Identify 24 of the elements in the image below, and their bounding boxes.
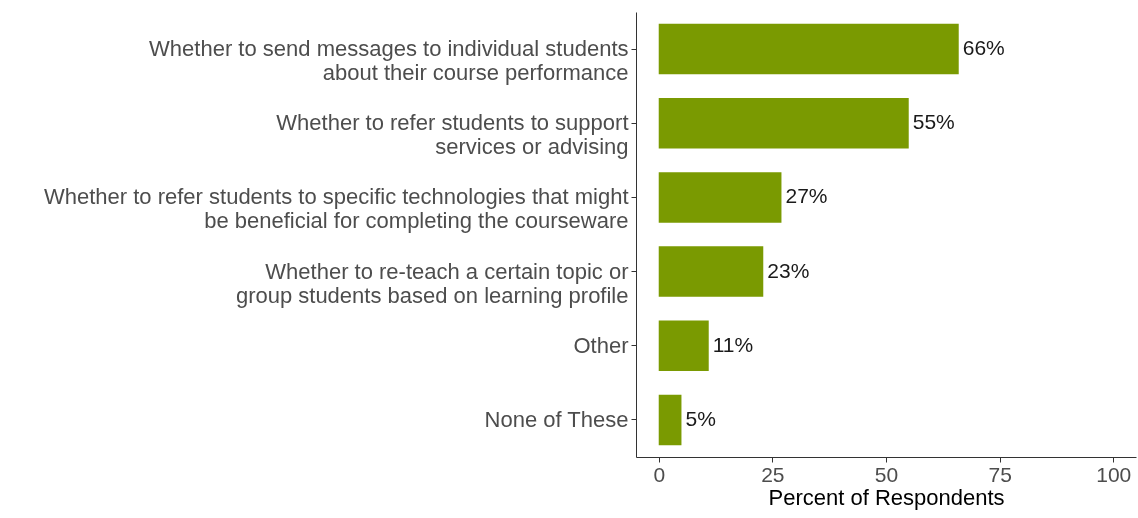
x-tick-label: 75 [988,462,1012,486]
bar [658,394,682,446]
bar [658,172,782,223]
y-tick-label: Whether to re-teach a certain topic or group students based on learning profile [235,258,629,308]
bar [658,246,764,297]
data-label: 27% [785,184,828,208]
bar [658,23,959,75]
bar [658,98,909,149]
y-tick-label: Whether to refer students to support services or advising [276,110,629,160]
y-tick-label: None of These [484,406,629,432]
x-tick-label: 25 [761,462,785,486]
x-tick-label: 0 [653,462,666,486]
data-label: 55% [912,110,955,134]
data-label: 66% [962,36,1005,60]
data-label: 11% [712,332,754,356]
x-axis-title: Percent of Respondents [768,484,1005,510]
y-tick-label: Whether to refer students to specific technologies that might be beneficial for completing the courseware [43,184,629,234]
x-tick-label: 50 [874,462,899,486]
x-tick-label: 100 [1096,462,1132,486]
y-tick-label: Whether to send messages to individual students about their course performance [149,36,629,86]
data-label: 5% [685,406,716,430]
y-tick-label: Other [573,332,629,358]
data-label: 23% [767,258,810,282]
bar [658,320,709,371]
